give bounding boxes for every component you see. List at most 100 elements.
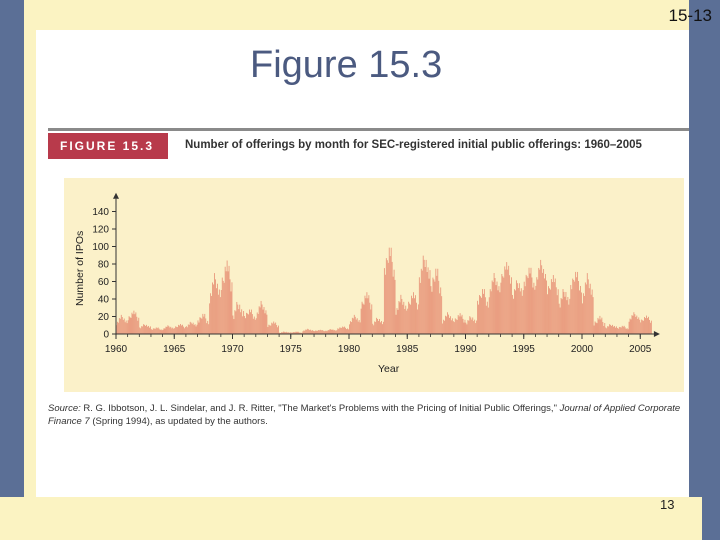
bar-1980-1 — [349, 324, 350, 335]
bar-1970-12 — [243, 311, 245, 334]
bar-1992-8 — [495, 285, 497, 334]
bar-1962-10 — [148, 325, 149, 334]
bar-2005-6 — [645, 318, 646, 334]
bar-1970-5 — [236, 301, 238, 334]
bar-1990-7 — [471, 319, 473, 334]
bar-1986-9 — [426, 272, 428, 334]
bar-1967-10 — [206, 323, 208, 334]
bar-1982-9 — [380, 322, 381, 334]
x-tick-label: 1965 — [163, 344, 186, 355]
bar-1965-12 — [184, 327, 186, 334]
bar-1999-9 — [578, 281, 579, 334]
bar-1969-11 — [230, 291, 232, 334]
y-tick-label: 140 — [92, 207, 109, 218]
bar-1971-8 — [250, 309, 252, 334]
bar-1987-11 — [440, 287, 442, 334]
bar-1973-4 — [270, 325, 272, 334]
bar-2000-1 — [582, 303, 583, 335]
bar-1970-2 — [233, 319, 235, 334]
bar-1979-2 — [338, 328, 340, 334]
bar-1967-1 — [197, 320, 199, 334]
bar-1960-4 — [118, 318, 120, 334]
bar-1980-12 — [359, 322, 361, 334]
bar-2000-7 — [587, 279, 589, 334]
bar-1975-10 — [299, 332, 301, 334]
bar-1988-10 — [450, 320, 452, 334]
bar-2001-9 — [601, 317, 603, 334]
bar-1989-9 — [461, 314, 463, 334]
bar-1990-4 — [468, 320, 470, 334]
bar-1975-4 — [293, 332, 295, 334]
bar-1964-4 — [165, 326, 167, 334]
bar-1972-5 — [259, 307, 261, 334]
bar-1990-1 — [465, 322, 467, 334]
bar-1991-12 — [487, 307, 489, 334]
bar-1980-5 — [352, 318, 354, 334]
bar-1982-8 — [379, 318, 380, 334]
bar-1974-12 — [289, 332, 291, 334]
bar-1986-1 — [418, 277, 420, 334]
bar-1992-3 — [490, 291, 492, 334]
bar-1995-1 — [523, 281, 525, 334]
bar-1984-7 — [401, 298, 403, 334]
bar-1970-3 — [234, 310, 236, 334]
bar-1961-4 — [130, 317, 132, 334]
bar-1987-4 — [433, 279, 435, 334]
bar-1981-9 — [368, 295, 370, 334]
bar-1999-7 — [576, 277, 578, 334]
bar-1977-10 — [322, 330, 324, 334]
bar-1972-9 — [263, 307, 265, 334]
bar-1971-4 — [247, 313, 248, 334]
bar-2004-2 — [629, 318, 631, 334]
bar-1982-5 — [376, 317, 378, 334]
bar-1970-1 — [232, 315, 234, 334]
bar-1965-10 — [182, 326, 184, 334]
y-tick-label: 60 — [98, 277, 110, 288]
bar-1964-8 — [169, 327, 171, 334]
bar-1985-6 — [412, 298, 413, 334]
bar-1973-6 — [272, 323, 274, 334]
bar-1990-6 — [470, 317, 472, 334]
bar-1961-2 — [128, 316, 130, 334]
bar-2005-12 — [650, 320, 652, 334]
bar-1994-8 — [518, 283, 520, 334]
y-tick-label: 20 — [98, 312, 110, 323]
bar-1989-7 — [459, 313, 461, 334]
bar-1993-4 — [503, 277, 505, 334]
bar-1963-2 — [151, 329, 153, 334]
bar-1974-1 — [279, 332, 280, 334]
bar-1968-7 — [215, 279, 216, 334]
bar-1974-4 — [282, 332, 283, 334]
right-accent-band — [689, 0, 720, 540]
bar-1990-11 — [475, 323, 477, 334]
bar-2002-3 — [607, 326, 609, 334]
bar-1966-12 — [196, 324, 198, 334]
bar-1981-8 — [367, 298, 369, 334]
bar-2002-6 — [610, 324, 612, 334]
bar-1976-1 — [302, 331, 304, 335]
bar-2003-12 — [627, 329, 629, 334]
bar-1996-8 — [542, 272, 544, 334]
bar-1972-3 — [257, 314, 259, 334]
bar-1966-5 — [189, 321, 191, 334]
bar-1998-6 — [563, 291, 565, 334]
bar-1990-9 — [473, 321, 475, 334]
bar-1979-4 — [340, 327, 342, 334]
bar-1996-6 — [540, 259, 542, 334]
bar-1998-10 — [567, 297, 569, 334]
bar-1964-11 — [172, 327, 174, 334]
bar-1970-8 — [239, 304, 241, 334]
bar-1981-7 — [366, 292, 368, 334]
bar-1991-1 — [477, 300, 479, 334]
bar-1992-10 — [497, 290, 499, 334]
bar-1962-4 — [142, 326, 144, 334]
bar-1968-3 — [211, 295, 213, 334]
bar-1993-5 — [504, 266, 506, 334]
bar-1997-11 — [556, 295, 558, 334]
bar-1995-9 — [531, 277, 533, 334]
bar-1963-12 — [161, 330, 163, 334]
bar-1977-12 — [324, 330, 326, 334]
bar-1993-11 — [510, 283, 512, 334]
bar-1993-3 — [502, 276, 504, 334]
bar-1990-2 — [466, 324, 468, 334]
